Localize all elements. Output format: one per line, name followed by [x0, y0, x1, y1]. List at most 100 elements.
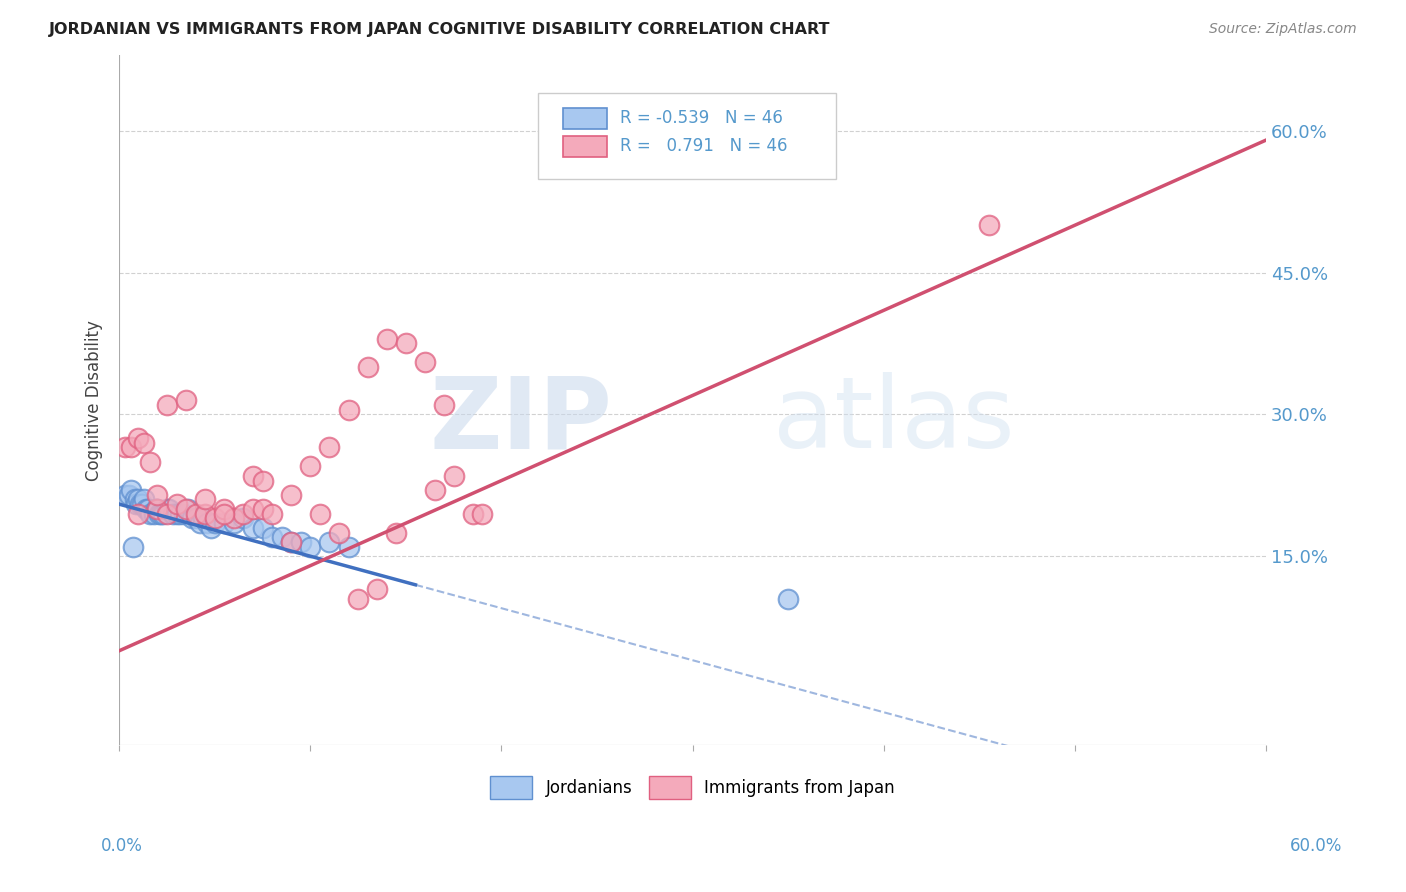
Point — [461, 507, 484, 521]
Point — [114, 488, 136, 502]
Point — [222, 516, 245, 530]
Text: R =   0.791   N = 46: R = 0.791 N = 46 — [620, 136, 787, 154]
Point — [146, 502, 169, 516]
Point — [180, 511, 202, 525]
Point — [146, 502, 169, 516]
Point — [262, 530, 284, 544]
FancyBboxPatch shape — [537, 93, 835, 179]
Point — [173, 507, 195, 521]
Text: JORDANIAN VS IMMIGRANTS FROM JAPAN COGNITIVE DISABILITY CORRELATION CHART: JORDANIAN VS IMMIGRANTS FROM JAPAN COGNI… — [49, 22, 831, 37]
Point — [776, 591, 799, 606]
Point — [162, 507, 184, 521]
Point — [413, 355, 436, 369]
Point — [124, 492, 146, 507]
Point — [299, 540, 322, 554]
Point — [184, 507, 207, 521]
Legend: Jordanians, Immigrants from Japan: Jordanians, Immigrants from Japan — [484, 769, 901, 806]
Point — [118, 488, 141, 502]
Text: R = -0.539   N = 46: R = -0.539 N = 46 — [620, 109, 783, 127]
Point — [174, 393, 197, 408]
Point — [169, 507, 191, 521]
Y-axis label: Cognitive Disability: Cognitive Disability — [86, 319, 103, 481]
Text: atlas: atlas — [773, 373, 1014, 469]
FancyBboxPatch shape — [562, 108, 606, 129]
Point — [156, 507, 179, 521]
Point — [318, 535, 340, 549]
Point — [222, 511, 245, 525]
Point — [166, 507, 188, 521]
Point — [125, 497, 148, 511]
Point — [177, 502, 200, 516]
Point — [200, 521, 222, 535]
Point — [242, 502, 264, 516]
Point — [232, 511, 254, 525]
Point — [120, 483, 142, 497]
Point — [443, 468, 465, 483]
Point — [290, 535, 312, 549]
Point — [423, 483, 446, 497]
Point — [157, 502, 180, 516]
Point — [270, 530, 292, 544]
Point — [385, 525, 408, 540]
Point — [150, 507, 173, 521]
Point — [127, 507, 149, 521]
Point — [148, 507, 170, 521]
Point — [145, 502, 167, 516]
Point — [114, 441, 136, 455]
Point — [204, 511, 226, 525]
Point — [204, 516, 226, 530]
Point — [309, 507, 332, 521]
Point — [132, 492, 155, 507]
Point — [152, 507, 174, 521]
Point — [433, 398, 456, 412]
Point — [194, 507, 217, 521]
Point — [366, 582, 388, 597]
Point — [214, 507, 236, 521]
Point — [214, 502, 236, 516]
Point — [242, 468, 264, 483]
Point — [142, 507, 165, 521]
Point — [132, 435, 155, 450]
Text: ZIP: ZIP — [429, 373, 612, 469]
Point — [337, 402, 360, 417]
Point — [195, 516, 218, 530]
Point — [214, 516, 236, 530]
Text: 0.0%: 0.0% — [101, 837, 143, 855]
Point — [232, 507, 254, 521]
Point — [395, 336, 418, 351]
Point — [131, 497, 153, 511]
Point — [471, 507, 494, 521]
Point — [139, 455, 162, 469]
Point — [252, 474, 274, 488]
Point — [318, 441, 340, 455]
Point — [252, 521, 274, 535]
Point — [299, 459, 322, 474]
Point — [242, 521, 264, 535]
Point — [135, 502, 157, 516]
Point — [127, 492, 149, 507]
Point — [357, 360, 380, 375]
Point — [166, 497, 188, 511]
Point — [136, 502, 159, 516]
Point — [328, 525, 350, 540]
Point — [188, 516, 211, 530]
Point — [280, 488, 302, 502]
Point — [280, 535, 302, 549]
FancyBboxPatch shape — [562, 136, 606, 157]
Point — [120, 441, 142, 455]
Point — [121, 540, 143, 554]
Point — [262, 507, 284, 521]
Point — [174, 502, 197, 516]
Point — [977, 219, 1000, 233]
Point — [194, 492, 217, 507]
Text: 60.0%: 60.0% — [1291, 837, 1343, 855]
Point — [139, 507, 162, 521]
Point — [156, 398, 179, 412]
Text: Source: ZipAtlas.com: Source: ZipAtlas.com — [1209, 22, 1357, 37]
Point — [156, 502, 179, 516]
Point — [193, 511, 215, 525]
Point — [252, 502, 274, 516]
Point — [375, 332, 398, 346]
Point — [184, 511, 207, 525]
Point — [129, 497, 152, 511]
